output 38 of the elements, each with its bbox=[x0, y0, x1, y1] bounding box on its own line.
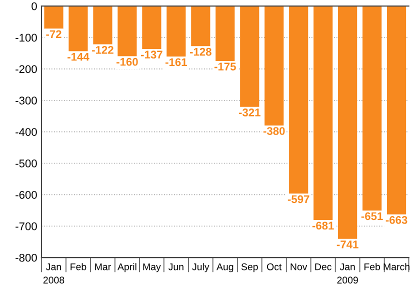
x-tick-label: Jan 2008 bbox=[43, 263, 64, 284]
data-label: -175 bbox=[214, 62, 236, 70]
data-label: -741 bbox=[336, 240, 358, 248]
x-tick-label: Aug bbox=[216, 263, 234, 272]
x-tick-label: Jun bbox=[168, 263, 184, 270]
x-tick-label: Mar bbox=[95, 263, 111, 270]
x-tick-label: Oct bbox=[267, 263, 282, 270]
x-tick-label: May bbox=[143, 263, 161, 272]
x-tick-label: Feb bbox=[70, 263, 86, 270]
x-tick-label: Dec bbox=[315, 263, 332, 270]
data-label: -122 bbox=[92, 46, 114, 54]
data-label: -128 bbox=[190, 48, 212, 56]
y-tick-label: -400 bbox=[16, 128, 37, 136]
data-label: -144 bbox=[68, 52, 90, 61]
x-tick-label: Sep bbox=[241, 263, 258, 272]
y-tick-label: -600 bbox=[16, 190, 37, 199]
y-tick-label: -500 bbox=[16, 160, 37, 168]
data-label: -597 bbox=[288, 195, 310, 204]
x-tick-label: July bbox=[192, 263, 210, 272]
x-tick-label: Jan 2009 bbox=[337, 263, 358, 284]
y-tick-label: 0 bbox=[32, 2, 37, 10]
y-tick-label: -800 bbox=[16, 254, 37, 262]
y-tick-label: -100 bbox=[16, 34, 37, 42]
data-label: -137 bbox=[141, 50, 162, 59]
data-label: -321 bbox=[238, 108, 260, 116]
y-tick-label: -700 bbox=[16, 222, 37, 230]
data-label: -72 bbox=[46, 30, 62, 38]
data-label: -651 bbox=[361, 212, 383, 220]
x-tick-label: Nov bbox=[290, 263, 308, 270]
data-label: -663 bbox=[386, 216, 408, 224]
data-label: -380 bbox=[263, 127, 285, 135]
data-label: -681 bbox=[312, 222, 334, 230]
y-tick-label: -300 bbox=[16, 96, 37, 105]
x-tick-label: Feb bbox=[364, 263, 380, 270]
y-tick-label: -200 bbox=[16, 65, 37, 74]
data-label: -161 bbox=[165, 58, 187, 66]
data-label: -160 bbox=[116, 58, 138, 66]
x-tick-label: April bbox=[117, 263, 136, 272]
